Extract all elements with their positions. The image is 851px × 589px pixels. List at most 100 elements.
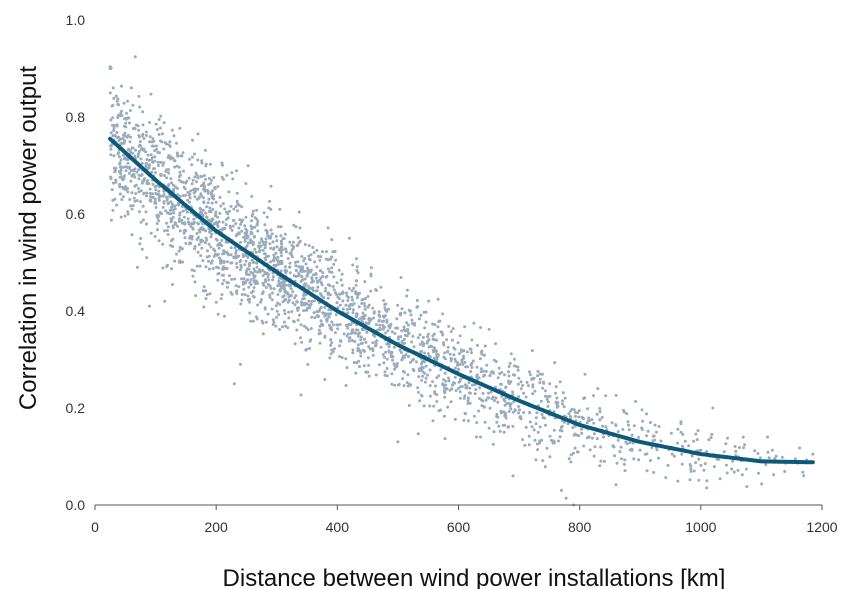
scatter-point (137, 150, 141, 153)
scatter-point (801, 470, 805, 474)
scatter-point (355, 314, 358, 318)
scatter-point (177, 260, 181, 264)
scatter-point (264, 280, 268, 283)
scatter-point (139, 189, 143, 193)
scatter-point (316, 280, 320, 284)
scatter-point (355, 269, 359, 272)
scatter-point (345, 308, 349, 311)
scatter-point (334, 291, 337, 295)
scatter-point (414, 360, 418, 364)
scatter-point (126, 99, 129, 103)
scatter-point (657, 456, 660, 460)
scatter-point (288, 261, 292, 265)
scatter-point (330, 266, 334, 270)
scatter-point (507, 380, 511, 384)
scatter-point (697, 457, 701, 461)
scatter-point (526, 384, 530, 388)
scatter-point (400, 358, 404, 362)
scatter-point (109, 153, 113, 157)
scatter-point (783, 470, 787, 473)
scatter-point (225, 250, 229, 254)
scatter-point (236, 255, 240, 258)
scatter-point (155, 147, 159, 151)
scatter-point (548, 455, 552, 459)
scatter-point (503, 399, 507, 403)
scatter-point (191, 274, 195, 278)
scatter-point (570, 407, 574, 411)
scatter-point (367, 345, 371, 349)
scatter-point (632, 457, 636, 461)
scatter-point (722, 450, 726, 454)
scatter-point (231, 219, 235, 222)
scatter-point (366, 295, 370, 298)
scatter-point (670, 452, 674, 456)
scatter-point (330, 348, 334, 352)
scatter-point (297, 313, 301, 317)
scatter-point (541, 386, 545, 390)
scatter-point (466, 365, 469, 369)
scatter-point (724, 442, 728, 446)
scatter-point (253, 269, 257, 273)
scatter-point (296, 318, 300, 322)
scatter-point (463, 325, 467, 329)
scatter-point (319, 255, 323, 259)
scatter-point (290, 243, 294, 247)
scatter-point (135, 170, 139, 174)
scatter-point (205, 255, 209, 259)
scatter-point (265, 232, 269, 235)
scatter-point (371, 306, 375, 310)
scatter-point (190, 268, 194, 272)
scatter-point (703, 462, 707, 466)
scatter-point (494, 342, 498, 346)
scatter-point (141, 123, 145, 127)
scatter-point (577, 415, 581, 419)
scatter-point (341, 307, 345, 311)
scatter-point (421, 366, 425, 370)
scatter-point (129, 135, 133, 139)
scatter-point (171, 183, 175, 187)
scatter-point (354, 279, 358, 283)
scatter-point (312, 251, 316, 254)
scatter-point (443, 371, 447, 375)
scatter-point (278, 207, 282, 211)
scatter-point (623, 458, 627, 462)
scatter-point (533, 438, 537, 442)
scatter-point (198, 206, 202, 210)
scatter-point (598, 410, 602, 414)
scatter-point (330, 255, 334, 259)
scatter-point (170, 202, 174, 206)
scatter-point (159, 194, 163, 198)
scatter-point (412, 321, 416, 325)
scatter-point (233, 246, 237, 250)
scatter-point (385, 374, 389, 378)
scatter-point (332, 275, 336, 279)
scatter-point (139, 237, 143, 240)
scatter-point (297, 265, 301, 269)
scatter-point (694, 432, 698, 436)
scatter-point (602, 459, 606, 463)
scatter-point (416, 386, 420, 390)
scatter-point (250, 219, 253, 223)
scatter-point (627, 423, 630, 427)
scatter-point (435, 400, 439, 403)
scatter-point (441, 382, 445, 386)
scatter-point (209, 261, 213, 265)
scatter-point (379, 285, 383, 289)
scatter-point (268, 284, 272, 288)
scatter-point (289, 284, 293, 287)
scatter-point (479, 435, 482, 439)
scatter-point (242, 255, 245, 258)
scatter-point (244, 182, 248, 185)
scatter-point (532, 376, 536, 380)
scatter-point (229, 253, 233, 257)
scatter-point (374, 288, 378, 292)
scatter-point (178, 126, 182, 130)
scatter-point (531, 392, 535, 396)
scatter-point (540, 413, 544, 416)
scatter-point (552, 428, 556, 432)
scatter-point (390, 330, 394, 334)
scatter-point (338, 323, 342, 326)
scatter-point (201, 289, 205, 293)
scatter-point (138, 140, 142, 144)
scatter-point (162, 189, 166, 193)
